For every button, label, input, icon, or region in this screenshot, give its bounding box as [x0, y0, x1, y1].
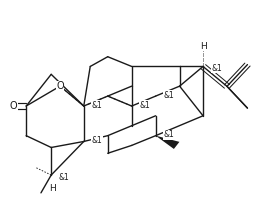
Text: O: O [56, 81, 64, 91]
Text: &1: &1 [59, 173, 69, 182]
Text: O: O [10, 101, 18, 111]
Text: &1: &1 [92, 101, 103, 109]
Text: &1: &1 [211, 64, 222, 73]
Text: &1: &1 [164, 91, 175, 100]
Polygon shape [156, 136, 180, 149]
Text: H: H [200, 42, 206, 51]
Text: H: H [49, 184, 56, 193]
Text: &1: &1 [92, 136, 103, 145]
Text: &1: &1 [140, 101, 150, 109]
Text: &1: &1 [164, 130, 175, 139]
